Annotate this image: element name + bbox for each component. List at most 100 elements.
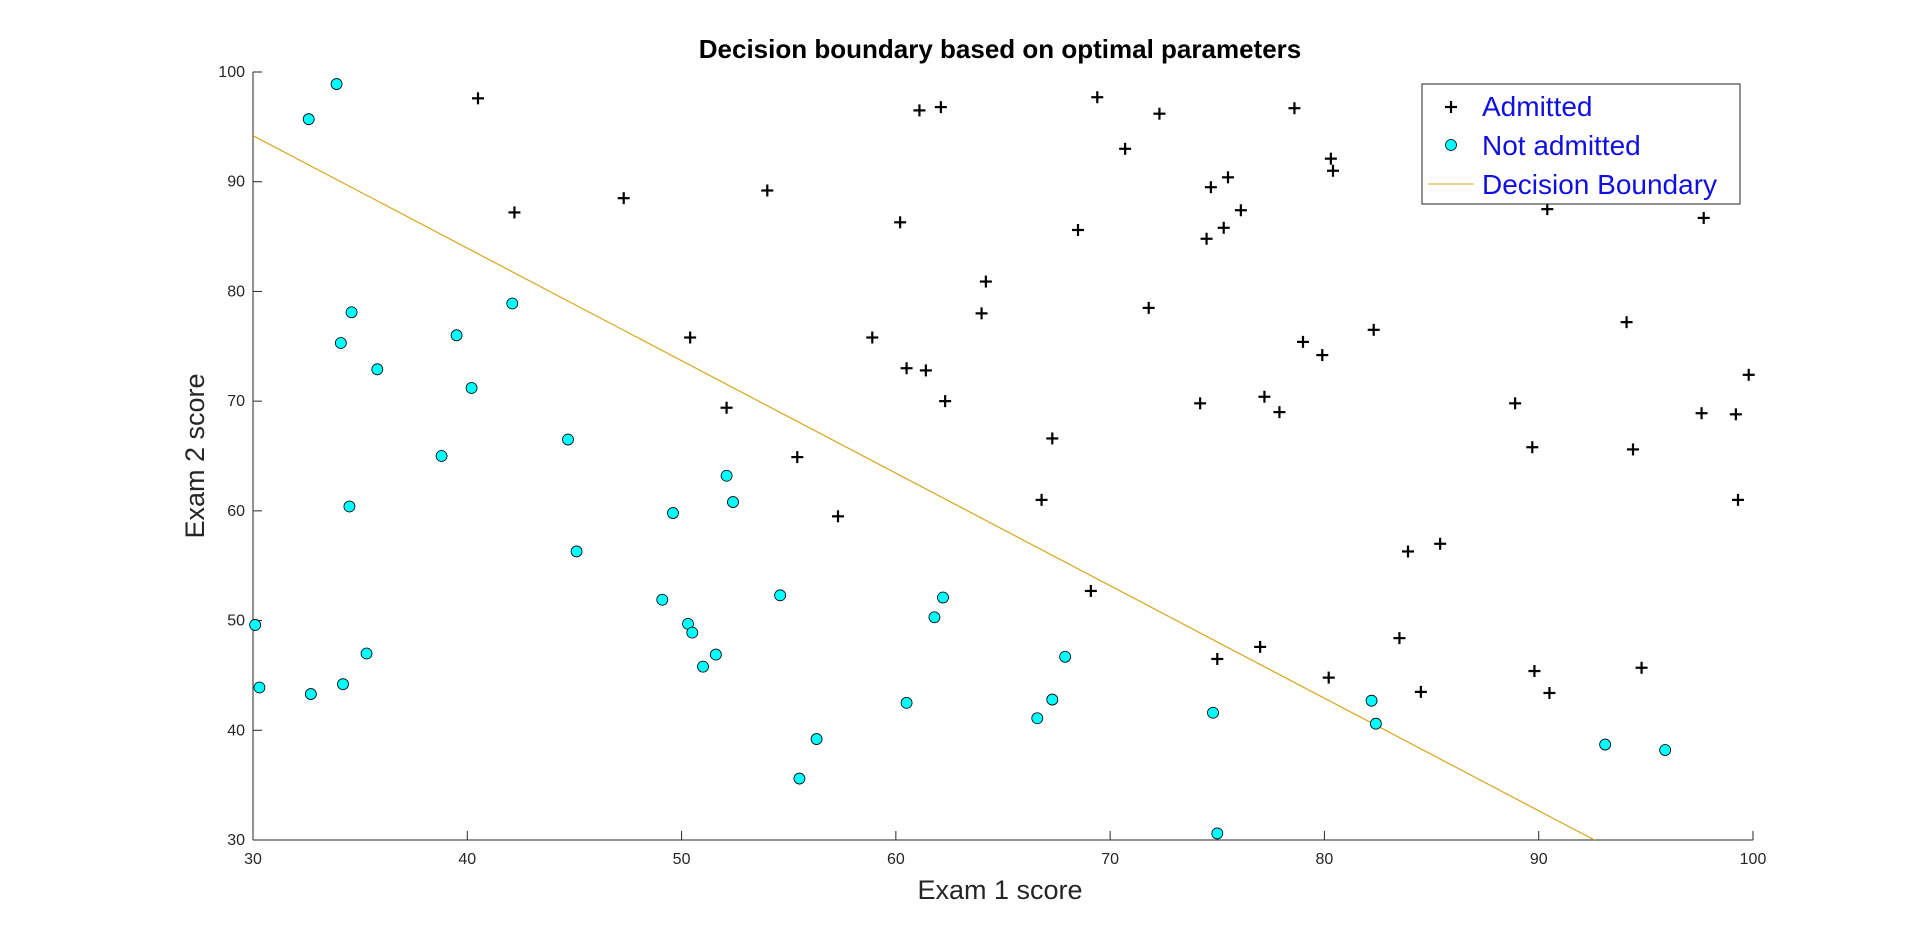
not-admitted-point (1599, 738, 1612, 751)
not-admitted-point (1211, 827, 1224, 840)
y-tick-label: 90 (227, 174, 245, 191)
not-admitted-point (720, 469, 733, 482)
admitted-point (761, 184, 774, 197)
admitted-point (894, 216, 907, 229)
legend-circle-symbol (1445, 139, 1457, 151)
admitted-point (1258, 390, 1271, 403)
admitted-point (720, 401, 733, 414)
x-tick-label: 80 (1316, 851, 1334, 868)
y-tick-label: 30 (227, 832, 245, 849)
admitted-point (791, 451, 804, 464)
not-admitted-point (337, 678, 349, 691)
admitted-point (919, 364, 932, 377)
admitted-point (472, 92, 484, 105)
not-admitted-point (450, 329, 463, 342)
admitted-point (1288, 102, 1301, 115)
not-admitted-point (928, 611, 941, 624)
not-admitted-point (793, 772, 806, 785)
y-ticks: 30 40 50 60 70 80 90 100 (218, 64, 262, 849)
not-admitted-point (1031, 712, 1044, 725)
not-admitted-point (330, 78, 343, 90)
legend-plus-symbol (1445, 101, 1457, 113)
admitted-point (900, 362, 913, 375)
x-tick-label: 90 (1530, 851, 1548, 868)
y-axis-label: Exam 2 score (180, 373, 210, 538)
not-admitted-point (1659, 744, 1672, 756)
admitted-point (1324, 152, 1337, 165)
admitted-point (1254, 640, 1267, 653)
admitted-point (1035, 493, 1048, 506)
admitted-point (1153, 107, 1166, 120)
legend-admitted-label: Admitted (1482, 91, 1593, 122)
admitted-point (1217, 221, 1230, 234)
admitted-points (472, 91, 1755, 699)
not-admitted-point (506, 297, 519, 310)
legend: Admitted Not admitted Decision Boundary (1421, 83, 1741, 205)
admitted-point (684, 331, 697, 344)
x-axis-label: Exam 1 score (917, 875, 1082, 905)
not-admitted-point (249, 619, 262, 631)
admitted-point (1526, 441, 1539, 454)
admitted-point (1327, 164, 1339, 177)
admitted-point (1729, 408, 1742, 421)
admitted-point (1084, 584, 1097, 597)
not-admitted-point (937, 591, 949, 604)
y-tick-label: 50 (227, 613, 245, 630)
not-admitted-point (465, 382, 478, 394)
not-admitted-point (1059, 650, 1072, 663)
y-tick-label: 70 (227, 393, 245, 410)
admitted-point (1273, 406, 1286, 419)
legend-not-admitted-marker (1445, 139, 1457, 151)
admitted-point (934, 101, 947, 114)
not-admitted-points (249, 78, 1672, 840)
not-admitted-point (360, 647, 373, 660)
admitted-point (1393, 632, 1406, 645)
admitted-point (1091, 91, 1104, 104)
admitted-point (1194, 397, 1207, 410)
legend-not-admitted-label: Not admitted (1482, 130, 1641, 161)
plot-area: 30 40 50 60 70 80 90 100 30 40 50 60 70 80 90 100 (218, 64, 1766, 868)
admitted-point (866, 331, 879, 344)
admitted-point (975, 307, 988, 320)
admitted-point (1627, 443, 1639, 456)
admitted-point (1635, 661, 1648, 674)
y-tick-label: 100 (218, 64, 245, 81)
not-admitted-point (667, 507, 679, 519)
not-admitted-point (371, 363, 384, 376)
not-admitted-point (1369, 717, 1382, 730)
admitted-point (979, 275, 992, 288)
not-admitted-point (304, 688, 317, 700)
y-tick-label: 40 (227, 722, 245, 739)
x-tick-label: 50 (673, 851, 691, 868)
not-admitted-point (697, 660, 709, 673)
admitted-point (1046, 432, 1059, 445)
x-tick-label: 30 (244, 851, 262, 868)
not-admitted-point (345, 306, 358, 319)
chart-title: Decision boundary based on optimal param… (699, 34, 1301, 64)
not-admitted-point (774, 589, 787, 602)
admitted-point (1119, 142, 1132, 155)
legend-boundary-label: Decision Boundary (1482, 169, 1717, 200)
not-admitted-point (810, 733, 823, 745)
not-admitted-point (253, 681, 266, 694)
y-tick-label: 60 (227, 503, 245, 520)
admitted-point (1543, 686, 1556, 699)
not-admitted-point (343, 500, 356, 513)
x-tick-label: 70 (1101, 851, 1119, 868)
admitted-point (1297, 335, 1309, 348)
admitted-point (1732, 493, 1744, 506)
not-admitted-point (302, 113, 315, 126)
admitted-point (1528, 665, 1541, 678)
y-tick-label: 80 (227, 283, 245, 300)
x-tick-label: 60 (887, 851, 905, 868)
admitted-point (1204, 181, 1217, 194)
admitted-point (1234, 204, 1247, 217)
not-admitted-point (334, 337, 347, 349)
legend-admitted-marker (1445, 101, 1457, 113)
admitted-point (508, 206, 521, 219)
admitted-point (1211, 652, 1224, 665)
not-admitted-point (1207, 706, 1219, 719)
not-admitted-point (1046, 693, 1059, 706)
admitted-point (1742, 368, 1755, 381)
admitted-point (1541, 203, 1554, 216)
